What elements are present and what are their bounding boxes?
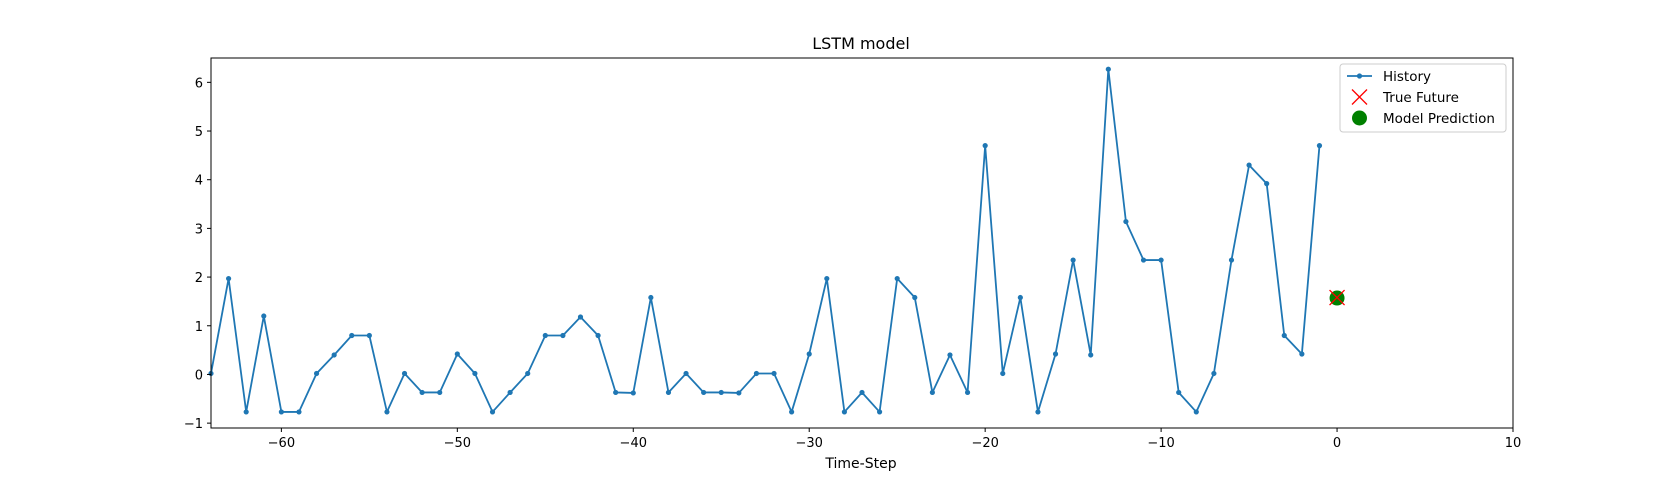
history-point (542, 332, 548, 339)
history-point (630, 390, 636, 396)
x-axis-label: Time-Step (824, 456, 896, 472)
legend-entry-true-future: True Future (1351, 89, 1459, 106)
history-point (595, 332, 601, 339)
history-point (1211, 370, 1217, 377)
history-point (929, 389, 935, 396)
y-tick-label: 1 (195, 320, 203, 335)
y-tick-label: 6 (195, 76, 203, 91)
true-future-point (1329, 289, 1346, 306)
chart-title: LSTM model (812, 34, 910, 53)
y-tick-label: −1 (184, 417, 203, 432)
history-point (1123, 218, 1129, 225)
history-point (1088, 352, 1094, 358)
plot-area (208, 66, 1346, 415)
history-point (1158, 257, 1164, 263)
history-point (683, 370, 689, 377)
history-point (243, 409, 249, 415)
history-point (1281, 332, 1287, 339)
history-point (1017, 294, 1023, 301)
y-axis: −1 0 1 2 3 4 5 6 (184, 76, 211, 432)
history-point (261, 313, 267, 319)
x-tick-label: −20 (971, 436, 998, 451)
history-point (560, 332, 566, 339)
x-tick-label: −30 (795, 436, 822, 451)
history-point (331, 352, 337, 358)
history-point (665, 389, 672, 396)
x-tick-label: −40 (620, 436, 647, 451)
history-point (577, 314, 584, 320)
history-point (718, 389, 724, 396)
legend-entry-history: History (1347, 69, 1431, 85)
legend-history-label: History (1383, 69, 1431, 85)
plot-frame (210, 57, 1514, 429)
history-point (912, 294, 918, 301)
history-point (824, 275, 830, 282)
history-point (982, 143, 988, 149)
history-point (876, 409, 883, 415)
history-point (384, 409, 390, 415)
history-point (1246, 162, 1252, 168)
history-point (1070, 257, 1076, 263)
history-point (771, 370, 777, 377)
x-tick-label: −50 (444, 436, 471, 451)
y-tick-label: 2 (195, 271, 203, 286)
history-point (1316, 143, 1323, 149)
x-tick-label: 0 (1333, 436, 1341, 451)
history-point (1228, 257, 1235, 263)
legend-true-future-marker (1351, 89, 1368, 105)
history-point (841, 409, 848, 415)
x-tick-label: −10 (1147, 436, 1174, 451)
y-tick-label: 5 (195, 125, 203, 140)
history-point (859, 389, 865, 396)
history-point (472, 370, 478, 377)
x-tick-label: 10 (1505, 436, 1522, 451)
history-point (1176, 389, 1182, 396)
history-point (1140, 257, 1147, 263)
legend: History True Future Model Prediction (1339, 63, 1507, 133)
legend-entry-model-prediction: Model Prediction (1352, 110, 1495, 127)
history-point (701, 389, 707, 396)
history-point (1264, 181, 1270, 187)
history-point (489, 409, 496, 415)
x-tick-label: −60 (268, 436, 295, 451)
history-point (789, 409, 795, 415)
y-tick-label: 0 (195, 368, 203, 383)
history-point (454, 351, 460, 357)
history-point (947, 352, 953, 358)
history-point (613, 389, 619, 396)
history-point (225, 275, 232, 282)
history-point (1000, 370, 1006, 377)
history-point (648, 294, 654, 301)
history-point (964, 389, 971, 396)
history-point (349, 332, 355, 339)
y-tick-label: 3 (195, 222, 203, 237)
history-point (278, 409, 284, 415)
legend-true-future-label: True Future (1382, 90, 1459, 106)
legend-model-prediction-label: Model Prediction (1383, 111, 1495, 127)
history-point (419, 389, 425, 396)
history-point (1052, 351, 1059, 357)
history-point (525, 370, 531, 377)
legend-box (1339, 63, 1507, 133)
history-series-line (210, 68, 1321, 413)
history-point (1299, 351, 1305, 357)
history-point (313, 370, 320, 377)
history-point (806, 351, 812, 357)
history-point (1105, 66, 1111, 72)
x-axis: −60 −50 −40 −30 −20 −10 0 10 (268, 428, 1522, 451)
history-point (437, 389, 443, 396)
legend-history-marker (1356, 73, 1363, 79)
history-point (296, 409, 302, 415)
y-tick-label: 4 (195, 174, 203, 189)
history-point (894, 275, 900, 282)
history-point (366, 332, 372, 339)
legend-model-prediction-marker (1352, 110, 1367, 126)
history-point (401, 370, 408, 377)
history-point (1035, 409, 1041, 415)
history-point (507, 389, 513, 396)
history-point (1193, 409, 1199, 415)
history-point (753, 370, 760, 377)
history-point (736, 390, 742, 396)
